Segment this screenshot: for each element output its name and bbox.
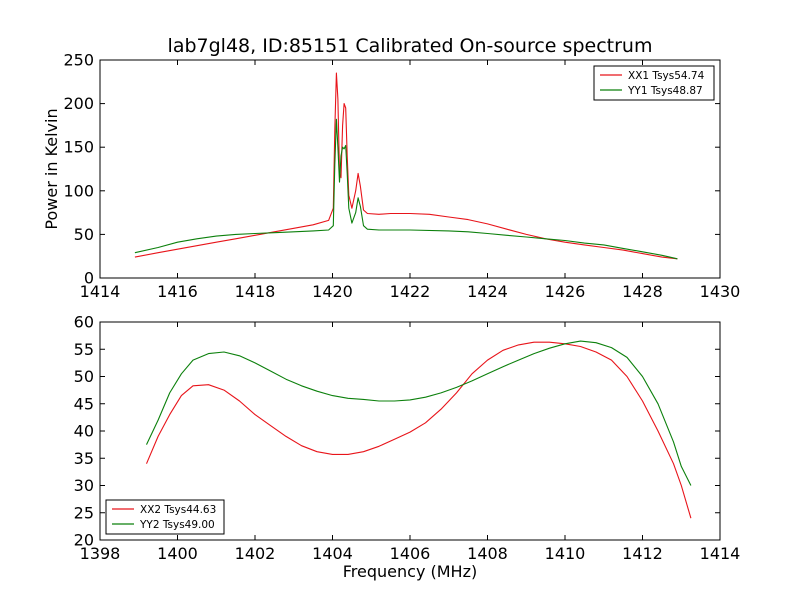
top-chart-plot-area [134, 72, 678, 260]
x-tick-label: 1418 [235, 282, 276, 301]
y-tick-label: 60 [74, 313, 94, 332]
bottom-chart: Frequency (MHz) 1398 1400 1402 1404 1406 1408… [74, 313, 741, 582]
y-tick-label: 30 [74, 476, 94, 495]
series-line-yy [134, 118, 678, 260]
x-tick-label: 1410 [545, 544, 586, 563]
x-tick-label: 1430 [700, 282, 741, 301]
y-tick-label: 50 [74, 367, 94, 386]
y-tick-label: 50 [74, 225, 94, 244]
bottom-chart-plot-area [145, 340, 692, 519]
bottom-chart-legend: XX2 Tsys44.63 YY2 Tsys49.00 [105, 499, 225, 535]
top-chart-frame [99, 59, 721, 279]
y-tick-label: 20 [74, 531, 94, 550]
x-tick-label: 1414 [80, 282, 121, 301]
x-tick-label: 1408 [467, 544, 508, 563]
series-line-xx [134, 72, 678, 260]
x-tick-label: 1426 [545, 282, 586, 301]
legend-label: XX2 Tsys44.63 [140, 504, 216, 516]
x-tick-label: 1428 [622, 282, 663, 301]
y-axis-label: Power in Kelvin [42, 108, 61, 229]
x-tick-label: 1416 [157, 282, 198, 301]
x-axis-label: Frequency (MHz) [343, 562, 477, 581]
top-chart-ticks: 1414 1416 1418 1420 1422 1424 1426 1428 1430 0 50 1… [63, 51, 740, 302]
legend-label: YY2 Tsys49.00 [139, 519, 215, 531]
y-tick-label: 150 [63, 138, 94, 157]
y-tick-label: 25 [74, 503, 94, 522]
x-tick-label: 1400 [157, 544, 198, 563]
y-tick-label: 40 [74, 422, 94, 441]
x-tick-label: 1406 [390, 544, 431, 563]
series-line-yy [146, 340, 692, 486]
y-tick-label: 100 [63, 181, 94, 200]
x-tick-label: 1412 [622, 544, 663, 563]
y-tick-label: 35 [74, 449, 94, 468]
y-tick-label: 45 [74, 394, 94, 413]
top-chart: lab7gl48, ID:85151 Calibrated On-source … [42, 35, 740, 301]
x-tick-label: 1404 [312, 544, 353, 563]
x-tick-label: 1422 [390, 282, 431, 301]
series-line-xx [145, 341, 692, 519]
top-chart-legend: XX1 Tsys54.74 YY1 Tsys48.87 [593, 65, 715, 101]
legend-label: YY1 Tsys48.87 [627, 85, 703, 97]
legend-box [105, 499, 225, 535]
bottom-chart-frame [99, 321, 721, 541]
y-tick-label: 250 [63, 51, 94, 70]
legend-label: XX1 Tsys54.74 [628, 70, 705, 82]
y-tick-label: 200 [63, 94, 94, 113]
x-tick-label: 1398 [80, 544, 121, 563]
chart-title: lab7gl48, ID:85151 Calibrated On-source … [168, 35, 653, 57]
y-tick-label: 0 [84, 269, 94, 288]
x-tick-label: 1414 [700, 544, 741, 563]
legend-box [593, 65, 715, 101]
y-tick-label: 55 [74, 340, 94, 359]
x-tick-label: 1402 [235, 544, 276, 563]
x-tick-label: 1424 [467, 282, 508, 301]
x-tick-label: 1420 [312, 282, 353, 301]
